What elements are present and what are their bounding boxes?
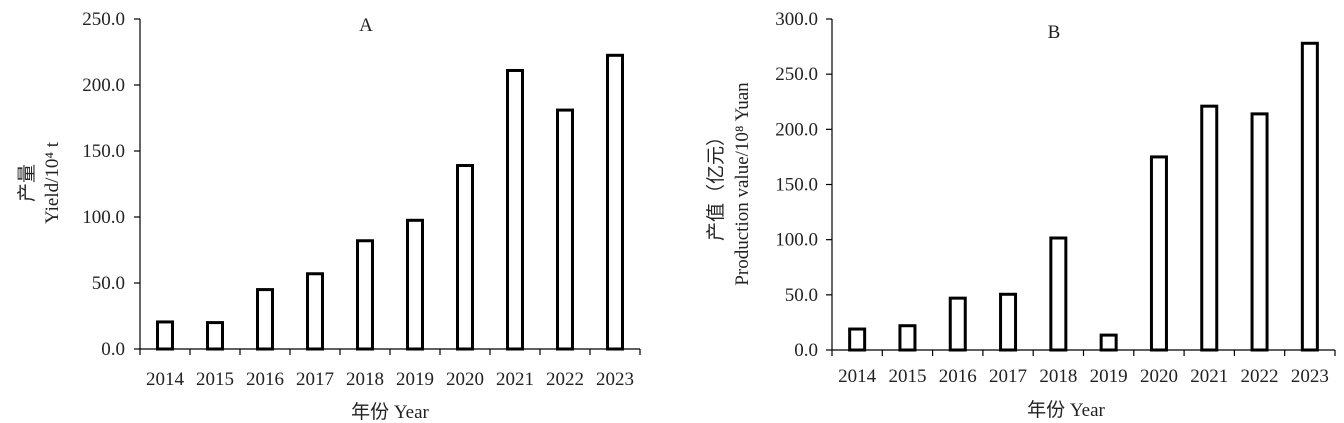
chart-b-bar-2022 [1250, 112, 1269, 352]
chart-a-ytick-label: 100.0 [82, 207, 125, 228]
chart-b-ylabel-en: Production value/10⁸ Yuan [732, 82, 753, 286]
chart-b-bar-2016 [948, 296, 967, 352]
chart-a-ytick-label: 0.0 [101, 339, 125, 360]
chart-b-ytick-label: 300.0 [775, 9, 818, 30]
chart-a-xtick-label: 2022 [546, 369, 584, 390]
chart-b-xtick-label: 2017 [989, 366, 1027, 387]
chart-b-ytick-label: 150.0 [775, 175, 818, 196]
chart-a-xtick-label: 2019 [396, 369, 434, 390]
chart-b-title: B [1048, 22, 1061, 43]
chart-a-bar-2017 [306, 272, 324, 351]
chart-b-bar-2019 [1099, 333, 1118, 352]
chart-panel-b: B 产值（亿元） Production value/10⁸ Yuan 年份 Ye… [705, 9, 1336, 421]
chart-b-ytick-label: 200.0 [775, 119, 818, 140]
chart-b-xtick-label: 2015 [888, 366, 926, 387]
chart-b-ylabel-cn: 产值（亿元） [705, 127, 727, 241]
chart-b-bar-2017 [999, 292, 1018, 352]
chart-a-xtick-label: 2016 [246, 369, 284, 390]
chart-a-xtick-label: 2014 [146, 369, 185, 390]
chart-a-bar-2021 [506, 68, 524, 351]
chart-a-xtick-label: 2018 [346, 369, 384, 390]
chart-b-bar-2014 [848, 327, 867, 352]
chart-b-ytick-label: 0.0 [794, 340, 818, 361]
chart-b-bar-2023 [1300, 41, 1319, 352]
chart-a-bar-2014 [156, 320, 174, 351]
chart-a-xtick-label: 2023 [596, 369, 634, 390]
chart-b-bar-2021 [1200, 104, 1219, 352]
chart-a-ytick-label: 250.0 [82, 9, 125, 30]
chart-a-ytick-label: 150.0 [82, 141, 125, 162]
chart-a-xtick-label: 2017 [296, 369, 334, 390]
chart-b-bar-2020 [1149, 155, 1168, 352]
chart-a-bar-2022 [556, 108, 574, 351]
chart-b-bar-2015 [898, 324, 917, 352]
chart-a-bar-2023 [606, 53, 624, 351]
chart-a-ylabel-cn: 产量 [16, 164, 38, 202]
chart-b-xtick-label: 2020 [1140, 366, 1178, 387]
chart-a-xtick-label: 2020 [446, 369, 484, 390]
chart-a-bar-2015 [206, 321, 224, 351]
chart-b-xtick-label: 2021 [1190, 366, 1228, 387]
chart-a-ytick-label: 50.0 [92, 273, 125, 294]
chart-b-xlabel: 年份 Year [1027, 399, 1105, 421]
chart-b-xtick-label: 2019 [1090, 366, 1128, 387]
chart-a-xtick-label: 2021 [496, 369, 534, 390]
chart-b-xtick-label: 2023 [1291, 366, 1329, 387]
chart-a-bar-2016 [256, 288, 274, 351]
chart-a-bar-2020 [456, 164, 474, 351]
chart-b-ytick-label: 250.0 [775, 64, 818, 85]
chart-b-xtick-label: 2014 [838, 366, 877, 387]
chart-b-bar-2018 [1049, 236, 1068, 352]
chart-a-ytick-label: 200.0 [82, 75, 125, 96]
chart-b-xtick-label: 2016 [939, 366, 977, 387]
chart-a-title: A [359, 15, 373, 36]
chart-a-xtick-label: 2015 [196, 369, 234, 390]
chart-a-bar-2019 [406, 218, 424, 351]
chart-a-ylabel-en: Yield/10⁴ t [42, 141, 63, 224]
chart-a-bar-2018 [356, 239, 374, 351]
chart-b-xtick-label: 2018 [1039, 366, 1077, 387]
chart-b-ytick-label: 100.0 [775, 230, 818, 251]
chart-b-xtick-label: 2022 [1241, 366, 1279, 387]
chart-b-ytick-label: 50.0 [785, 285, 818, 306]
chart-a-xlabel: 年份 Year [351, 401, 429, 423]
chart-panel-a: A 产量 Yield/10⁴ t 年份 Year 0.0 50.0 100.0 150… [16, 9, 641, 423]
